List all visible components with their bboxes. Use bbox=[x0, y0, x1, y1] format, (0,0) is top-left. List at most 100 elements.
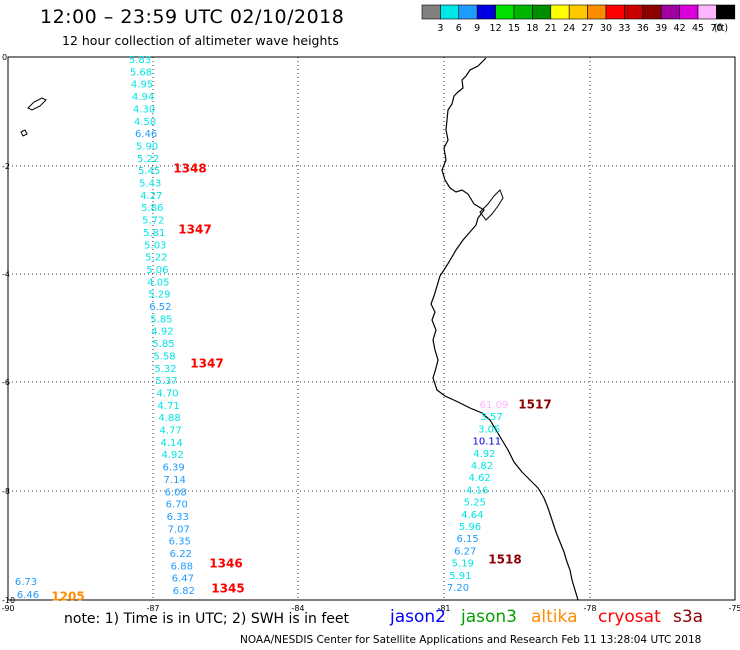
swh-label: 4.50 bbox=[134, 117, 156, 128]
swh-label: 4.30 bbox=[133, 104, 155, 115]
legend-swatch bbox=[716, 4, 736, 20]
swh-label: 3.05 bbox=[478, 424, 500, 435]
y-tick-label: -6 bbox=[2, 378, 10, 387]
legend-tick-label: 12 bbox=[490, 23, 502, 34]
time-label: 1345 bbox=[211, 582, 244, 596]
swh-label: 7.14 bbox=[164, 475, 186, 486]
y-tick-label: -2 bbox=[2, 162, 10, 171]
legend-tick-label: 9 bbox=[474, 23, 480, 34]
swh-label: 4.64 bbox=[461, 510, 483, 521]
footnote: note: 1) Time is in UTC; 2) SWH is in fe… bbox=[64, 611, 350, 627]
swh-label: 4.94 bbox=[132, 92, 154, 103]
swh-label: 10.11 bbox=[472, 437, 501, 448]
swh-label: 4.82 bbox=[471, 461, 493, 472]
time-label: 1517 bbox=[518, 398, 551, 412]
galapagos-island bbox=[27, 97, 47, 111]
swh-label: 6.33 bbox=[167, 512, 189, 523]
swh-label: 5.22 bbox=[137, 154, 159, 165]
time-label: 1347 bbox=[190, 357, 223, 371]
x-tick-label: -84 bbox=[291, 604, 304, 613]
swh-label: 6.39 bbox=[163, 463, 185, 474]
legend-tick-label: 70 bbox=[710, 23, 722, 34]
swh-label: 5.72 bbox=[142, 216, 164, 227]
swh-label: 4.88 bbox=[158, 413, 180, 424]
swh-label: 5.22 bbox=[145, 253, 167, 264]
x-tick-label: -90 bbox=[1, 604, 14, 613]
legend-tick-label: 15 bbox=[508, 23, 520, 34]
legend-tick-label: 33 bbox=[618, 23, 630, 34]
legend-tick-label: 18 bbox=[526, 23, 538, 34]
swh-label: 4.62 bbox=[468, 473, 490, 484]
swh-label: 6.73 bbox=[15, 577, 37, 588]
swh-label: 4.05 bbox=[147, 277, 169, 288]
color-legend: 3 6 9 12 15 18 21 24 27 30 33 36 39 42 45 70(ft) bbox=[421, 4, 736, 34]
mission-s3a: s3a bbox=[673, 607, 704, 627]
swh-label: 5.81 bbox=[143, 228, 165, 239]
legend-tick-label: 30 bbox=[600, 23, 612, 34]
swh-label: 5.96 bbox=[459, 522, 481, 533]
swh-label: 5.29 bbox=[148, 290, 170, 301]
swh-label: 6.52 bbox=[149, 302, 171, 313]
swh-label: 6.70 bbox=[166, 500, 188, 511]
swh-label: 5.91 bbox=[449, 571, 471, 582]
swh-label: 6.27 bbox=[454, 546, 476, 557]
swh-label: 5.85 bbox=[150, 314, 172, 325]
swh-label: 4.92 bbox=[151, 327, 173, 338]
legend-tick-label: 39 bbox=[655, 23, 667, 34]
swh-label: 6.82 bbox=[173, 586, 195, 597]
swh-label: 4.92 bbox=[162, 450, 184, 461]
x-tick-label: -81 bbox=[437, 604, 450, 613]
map-title: 12:00 – 23:59 UTC 02/10/2018 bbox=[40, 6, 345, 28]
legend-tick-label: 27 bbox=[582, 23, 594, 34]
x-tick-label: -78 bbox=[583, 604, 596, 613]
swh-label: 4.92 bbox=[473, 449, 495, 460]
swh-label: 5.86 bbox=[141, 203, 163, 214]
y-tick-label: -10 bbox=[2, 596, 15, 605]
swh-label: 4.27 bbox=[140, 191, 162, 202]
swh-label: 5.90 bbox=[136, 141, 158, 152]
x-tick-label: -75 bbox=[728, 604, 740, 613]
swh-label: 7.07 bbox=[168, 524, 190, 535]
swh-label: 4.70 bbox=[156, 388, 178, 399]
swh-label: 4.16 bbox=[466, 485, 488, 496]
credit-line: NOAA/NESDIS Center for Satellite Applica… bbox=[240, 634, 702, 646]
swh-label: 4.95 bbox=[131, 80, 153, 91]
time-label: 1347 bbox=[178, 223, 211, 237]
swh-label: 5.03 bbox=[144, 240, 166, 251]
map-subtitle: 12 hour collection of altimeter wave hei… bbox=[62, 33, 339, 48]
swh-label: 5.37 bbox=[155, 376, 177, 387]
legend-tick-label: 45 bbox=[692, 23, 704, 34]
legend-tick-label: 21 bbox=[545, 23, 557, 34]
swh-label: 6.08 bbox=[165, 487, 187, 498]
swh-label: 5.32 bbox=[154, 364, 176, 375]
time-label: 1346 bbox=[209, 557, 242, 571]
time-label: 1348 bbox=[173, 162, 206, 176]
swh-label: 61.09 bbox=[480, 400, 509, 411]
gulf-island bbox=[479, 189, 504, 221]
swh-label: 6.35 bbox=[169, 537, 191, 548]
swh-label: 7.20 bbox=[447, 583, 469, 594]
y-tick-label: -8 bbox=[2, 487, 10, 496]
swh-label: 6.88 bbox=[171, 561, 193, 572]
swh-label: 5.58 bbox=[153, 351, 175, 362]
legend-tick-label: 36 bbox=[637, 23, 649, 34]
swh-label: 5.19 bbox=[452, 559, 474, 570]
mission-cryosat: cryosat bbox=[598, 607, 661, 627]
swh-label: 5.43 bbox=[139, 179, 161, 190]
swh-label: 4.77 bbox=[159, 426, 181, 437]
swh-label: 3.57 bbox=[480, 412, 502, 423]
swh-label: 5.45 bbox=[138, 166, 160, 177]
swh-label: 6.46 bbox=[135, 129, 157, 140]
legend-unit: (ft) bbox=[714, 23, 728, 34]
legend-tick-label: 6 bbox=[456, 23, 462, 34]
swh-label: 5.68 bbox=[130, 67, 152, 78]
swh-label: 6.15 bbox=[456, 534, 478, 545]
y-tick-label: -4 bbox=[2, 270, 10, 279]
galapagos-islet bbox=[20, 129, 28, 137]
swh-label: 6.46 bbox=[17, 590, 39, 601]
mission-jason3: jason3 bbox=[461, 607, 517, 627]
y-tick-label: 0 bbox=[2, 53, 7, 62]
swh-label: 5.83 bbox=[129, 55, 151, 66]
